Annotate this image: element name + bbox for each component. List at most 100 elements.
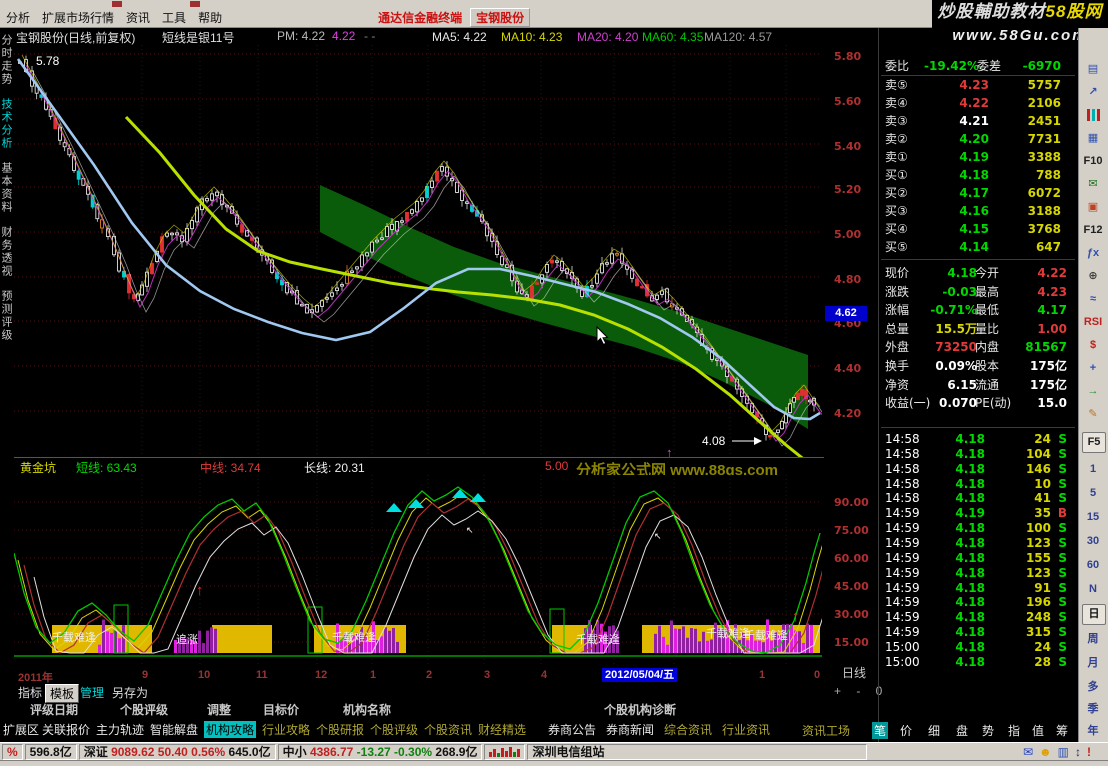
f12-trade-icon[interactable]: F12 [1083, 224, 1103, 236]
trend-chart-icon[interactable]: ↗ [1088, 86, 1098, 98]
menu-item-4[interactable]: 帮助 [198, 11, 223, 25]
stock-tab[interactable]: 宝钢股份 [470, 8, 531, 27]
draw-icon[interactable]: ✎ [1088, 408, 1098, 420]
ladder-price[interactable]: 4.15 [959, 222, 989, 236]
bottom-button-扩展区[interactable]: 扩展区 [3, 723, 40, 737]
month-label[interactable]: 9 [142, 669, 149, 681]
sidebar-item-3[interactable]: 财务透视 [0, 226, 12, 278]
month-label[interactable]: 1 [759, 669, 766, 681]
ladder-price[interactable]: 4.20 [959, 132, 989, 146]
f5-refresh-button[interactable]: F5 [1082, 432, 1106, 453]
money-icon[interactable]: $ [1089, 339, 1097, 351]
ladder-price[interactable]: 4.19 [959, 150, 989, 164]
bottom-button-个股评级[interactable]: 个股评级 [370, 723, 419, 737]
bottom-button-行业攻略[interactable]: 行业攻略 [262, 723, 311, 737]
zoom-icon[interactable]: ⊕ [1088, 270, 1098, 282]
period-week[interactable]: 周 [1087, 633, 1099, 645]
period-15min[interactable]: 15 [1086, 511, 1100, 523]
month-label[interactable]: 2 [426, 669, 433, 681]
period-month[interactable]: 月 [1087, 657, 1099, 669]
menu-item-0[interactable]: 分析 [6, 11, 31, 25]
period-multi[interactable]: 多 [1087, 681, 1099, 693]
month-label[interactable]: 11 [256, 669, 268, 681]
main-price-chart[interactable]: 5.78 4.08 ↑ [14, 45, 822, 458]
formula-icon[interactable]: ƒx [1086, 247, 1100, 259]
rsi-icon[interactable]: RSI [1083, 316, 1103, 328]
panel-tab-资讯工场[interactable]: 资讯工场 [802, 724, 851, 738]
bottom-tab-模板[interactable]: 模板 [45, 684, 80, 703]
period-5min[interactable]: 5 [1089, 487, 1097, 499]
period-quarter[interactable]: 季 [1087, 703, 1099, 715]
bottom-button-个股研报[interactable]: 个股研报 [316, 723, 365, 737]
svg-text:4.08: 4.08 [702, 434, 726, 448]
updown-icon[interactable]: ↕ [1075, 745, 1081, 759]
sidebar-item-4[interactable]: 预测评级 [0, 290, 12, 342]
bottom-button-券商公告[interactable]: 券商公告 [548, 723, 597, 737]
report-icon[interactable]: ▦ [1087, 132, 1099, 144]
bottom-tab-另存为[interactable]: 另存为 [112, 686, 149, 700]
bottom-button-券商新闻[interactable]: 券商新闻 [606, 723, 655, 737]
month-label[interactable]: 4 [541, 669, 548, 681]
menu-item-2[interactable]: 资讯 [126, 11, 151, 25]
month-label[interactable]: 12 [315, 669, 328, 681]
panel-tab-笔[interactable]: 笔 [872, 722, 889, 739]
bottom-button-主力轨迹[interactable]: 主力轨迹 [96, 723, 145, 737]
period-30min[interactable]: 30 [1086, 535, 1100, 547]
sidebar-item-1[interactable]: 技术分析 [0, 98, 12, 150]
bottom-button-综合资讯[interactable]: 综合资讯 [664, 723, 713, 737]
wave-icon[interactable]: ≈ [1089, 293, 1097, 305]
image-icon[interactable]: ▣ [1087, 201, 1099, 213]
panel-tab-价[interactable]: 价 [900, 724, 913, 738]
mail-icon[interactable]: ✉ [1022, 745, 1034, 759]
selected-date-box[interactable]: 2012/05/04/五 [602, 668, 678, 682]
bottom-button-机构攻略[interactable]: 机构攻略 [204, 721, 257, 738]
period-60min[interactable]: 60 [1086, 559, 1100, 571]
month-label[interactable]: 1 [370, 669, 377, 681]
period-year[interactable]: 年 [1087, 725, 1099, 737]
month-label[interactable]: 0 [814, 669, 821, 681]
f10-info-icon[interactable]: F10 [1083, 155, 1103, 167]
panel-tab-细[interactable]: 细 [928, 724, 941, 738]
next-icon[interactable]: → [1087, 385, 1099, 397]
ladder-price[interactable]: 4.22 [959, 96, 989, 110]
panel-tab-盘[interactable]: 盘 [956, 724, 969, 738]
panel-tab-值[interactable]: 值 [1032, 724, 1045, 738]
month-label[interactable]: 10 [198, 669, 211, 681]
ladder-price[interactable]: 4.17 [959, 186, 989, 200]
kline-icon[interactable] [1082, 106, 1104, 125]
server-site[interactable]: 深圳电信组站 [527, 744, 868, 760]
period-day[interactable]: 日 [1082, 604, 1106, 625]
bottom-button-财经精选[interactable]: 财经精选 [478, 723, 527, 737]
move-icon[interactable]: + [1089, 362, 1097, 374]
month-label[interactable]: 2011年 [18, 672, 53, 684]
bottom-button-智能解盘[interactable]: 智能解盘 [150, 723, 199, 737]
sidebar-item-2[interactable]: 基本资料 [0, 162, 12, 214]
ladder-price[interactable]: 4.14 [959, 240, 989, 254]
zoom-controls[interactable]: + - 0 [834, 684, 889, 698]
menu-item-1[interactable]: 扩展市场行情 [42, 11, 115, 25]
ladder-price[interactable]: 4.21 [959, 114, 989, 128]
month-label[interactable]: 3 [484, 669, 491, 681]
message-icon[interactable]: ✉ [1088, 178, 1098, 190]
bottom-tab-指标[interactable]: 指标 [18, 686, 43, 700]
pane-divider[interactable] [14, 457, 824, 458]
panel-tab-指[interactable]: 指 [1008, 724, 1021, 738]
ladder-price[interactable]: 4.18 [959, 168, 989, 182]
bottom-tab-管理[interactable]: 管理 [80, 686, 105, 700]
panel-tab-势[interactable]: 势 [982, 724, 995, 738]
bottom-button-行业资讯[interactable]: 行业资讯 [722, 723, 771, 737]
period-n[interactable]: N [1089, 583, 1097, 595]
quote-grid-icon[interactable]: ▤ [1087, 63, 1099, 75]
panel-tab-筹[interactable]: 筹 [1056, 724, 1069, 738]
bottom-button-关联报价[interactable]: 关联报价 [42, 723, 91, 737]
alert-icon[interactable]: ! [1087, 745, 1091, 759]
bottom-button-个股资讯[interactable]: 个股资讯 [424, 723, 473, 737]
sidebar-item-0[interactable]: 分时走势 [0, 34, 12, 86]
ladder-price[interactable]: 4.16 [959, 204, 989, 218]
menu-item-3[interactable]: 工具 [162, 11, 187, 25]
ladder-price[interactable]: 4.23 [959, 78, 989, 92]
mini-chart-icon[interactable]: ▥ [1057, 745, 1069, 759]
period-1min[interactable]: 1 [1089, 463, 1097, 475]
smiley-icon[interactable]: ☻ [1039, 745, 1052, 759]
